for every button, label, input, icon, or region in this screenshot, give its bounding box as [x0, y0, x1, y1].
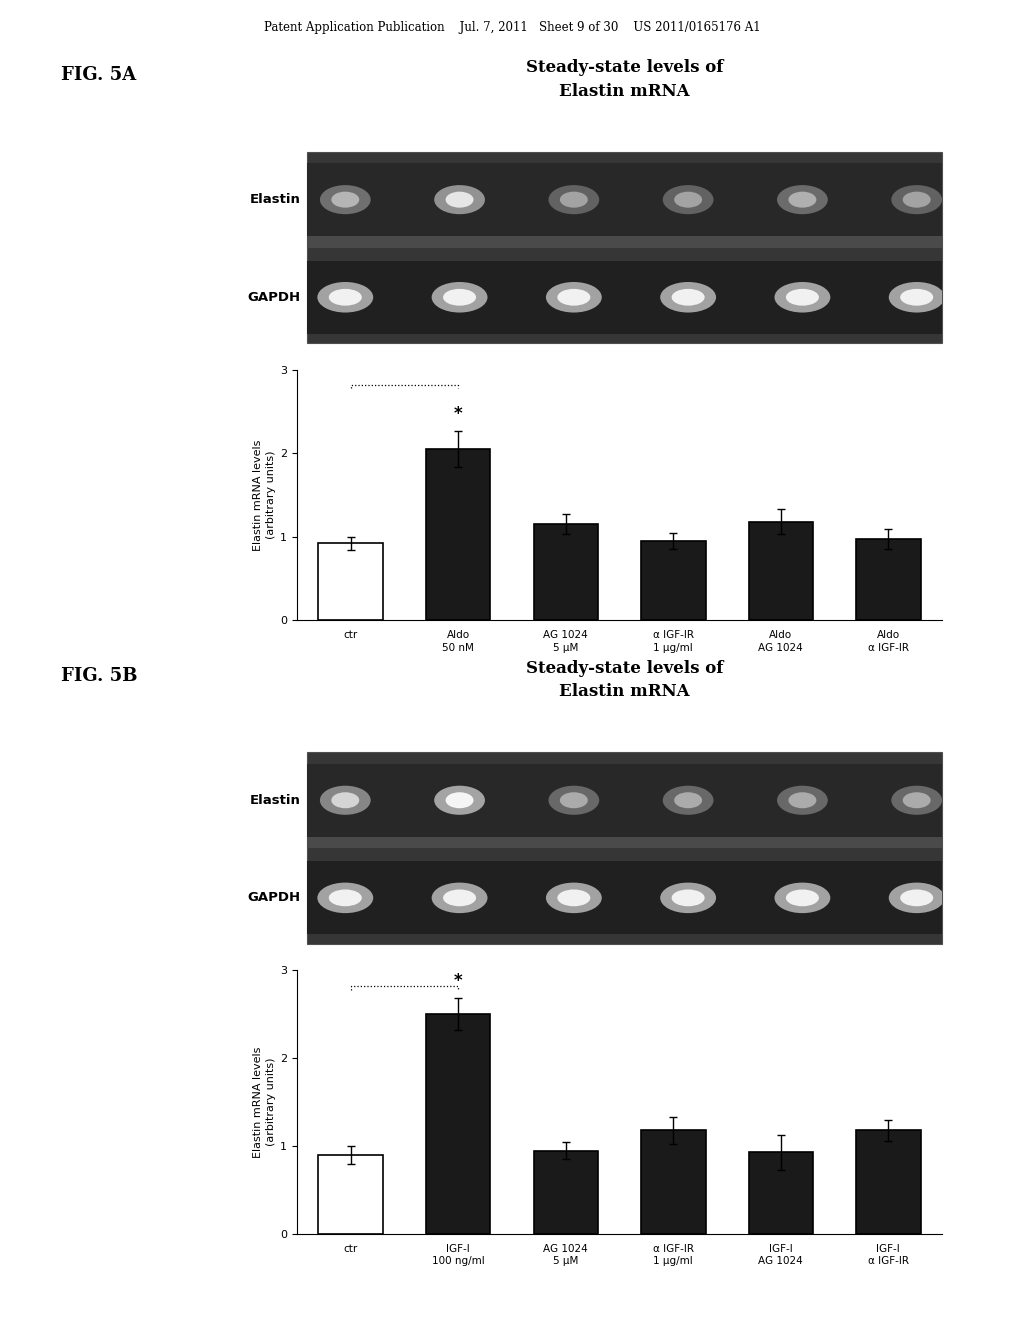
- Ellipse shape: [674, 792, 702, 808]
- Ellipse shape: [889, 883, 944, 913]
- Text: GAPDH: GAPDH: [248, 891, 301, 904]
- Ellipse shape: [319, 185, 371, 214]
- Bar: [426, 449, 490, 620]
- Ellipse shape: [434, 185, 485, 214]
- Text: Elastin: Elastin: [250, 793, 301, 807]
- Bar: [641, 541, 706, 620]
- Ellipse shape: [663, 185, 714, 214]
- Text: GAPDH: GAPDH: [248, 290, 301, 304]
- Ellipse shape: [546, 282, 602, 313]
- Ellipse shape: [777, 785, 827, 814]
- Ellipse shape: [557, 890, 591, 907]
- Ellipse shape: [785, 289, 819, 306]
- Ellipse shape: [660, 883, 716, 913]
- Ellipse shape: [443, 890, 476, 907]
- Text: Steady-state levels of
Elastin mRNA: Steady-state levels of Elastin mRNA: [526, 59, 723, 100]
- Ellipse shape: [432, 282, 487, 313]
- Ellipse shape: [900, 289, 933, 306]
- Ellipse shape: [903, 792, 931, 808]
- Text: Elastin: Elastin: [250, 193, 301, 206]
- Ellipse shape: [891, 785, 942, 814]
- Ellipse shape: [788, 191, 816, 207]
- Ellipse shape: [432, 883, 487, 913]
- Bar: [307, 837, 942, 849]
- Text: FIG. 5A: FIG. 5A: [61, 66, 136, 84]
- Ellipse shape: [660, 282, 716, 313]
- Ellipse shape: [891, 185, 942, 214]
- Ellipse shape: [332, 191, 359, 207]
- Ellipse shape: [889, 282, 944, 313]
- Ellipse shape: [329, 289, 361, 306]
- Bar: [856, 1130, 921, 1234]
- Ellipse shape: [549, 185, 599, 214]
- Ellipse shape: [785, 890, 819, 907]
- Ellipse shape: [672, 289, 705, 306]
- Ellipse shape: [546, 883, 602, 913]
- Bar: [307, 862, 942, 935]
- Text: *: *: [454, 973, 463, 990]
- Ellipse shape: [663, 785, 714, 814]
- Bar: [307, 164, 942, 236]
- Bar: [426, 1014, 490, 1234]
- Ellipse shape: [672, 890, 705, 907]
- Text: FIG. 5B: FIG. 5B: [61, 667, 138, 685]
- Bar: [318, 544, 383, 620]
- Ellipse shape: [903, 191, 931, 207]
- Bar: [318, 1155, 383, 1234]
- Bar: [749, 1152, 813, 1234]
- Bar: [641, 1130, 706, 1234]
- Bar: [856, 540, 921, 620]
- Bar: [307, 261, 942, 334]
- Ellipse shape: [788, 792, 816, 808]
- Ellipse shape: [560, 792, 588, 808]
- Y-axis label: Elastin mRNA levels
(arbitrary units): Elastin mRNA levels (arbitrary units): [253, 440, 275, 550]
- Ellipse shape: [774, 883, 830, 913]
- Y-axis label: Elastin mRNA levels
(arbitrary units): Elastin mRNA levels (arbitrary units): [253, 1047, 275, 1158]
- Ellipse shape: [443, 289, 476, 306]
- Ellipse shape: [329, 890, 361, 907]
- Text: Patent Application Publication    Jul. 7, 2011   Sheet 9 of 30    US 2011/016517: Patent Application Publication Jul. 7, 2…: [264, 21, 760, 34]
- Bar: [307, 764, 942, 837]
- Ellipse shape: [560, 191, 588, 207]
- Ellipse shape: [445, 792, 473, 808]
- Ellipse shape: [549, 785, 599, 814]
- Bar: [534, 524, 598, 620]
- Bar: [749, 521, 813, 620]
- Ellipse shape: [332, 792, 359, 808]
- Ellipse shape: [319, 785, 371, 814]
- Bar: [307, 236, 942, 248]
- Ellipse shape: [434, 785, 485, 814]
- Ellipse shape: [674, 191, 702, 207]
- Ellipse shape: [317, 282, 373, 313]
- Ellipse shape: [445, 191, 473, 207]
- Ellipse shape: [900, 890, 933, 907]
- Ellipse shape: [777, 185, 827, 214]
- Text: *: *: [454, 405, 463, 424]
- Ellipse shape: [774, 282, 830, 313]
- Ellipse shape: [557, 289, 591, 306]
- Ellipse shape: [317, 883, 373, 913]
- Text: Steady-state levels of
Elastin mRNA: Steady-state levels of Elastin mRNA: [526, 660, 723, 701]
- Bar: [534, 1151, 598, 1234]
